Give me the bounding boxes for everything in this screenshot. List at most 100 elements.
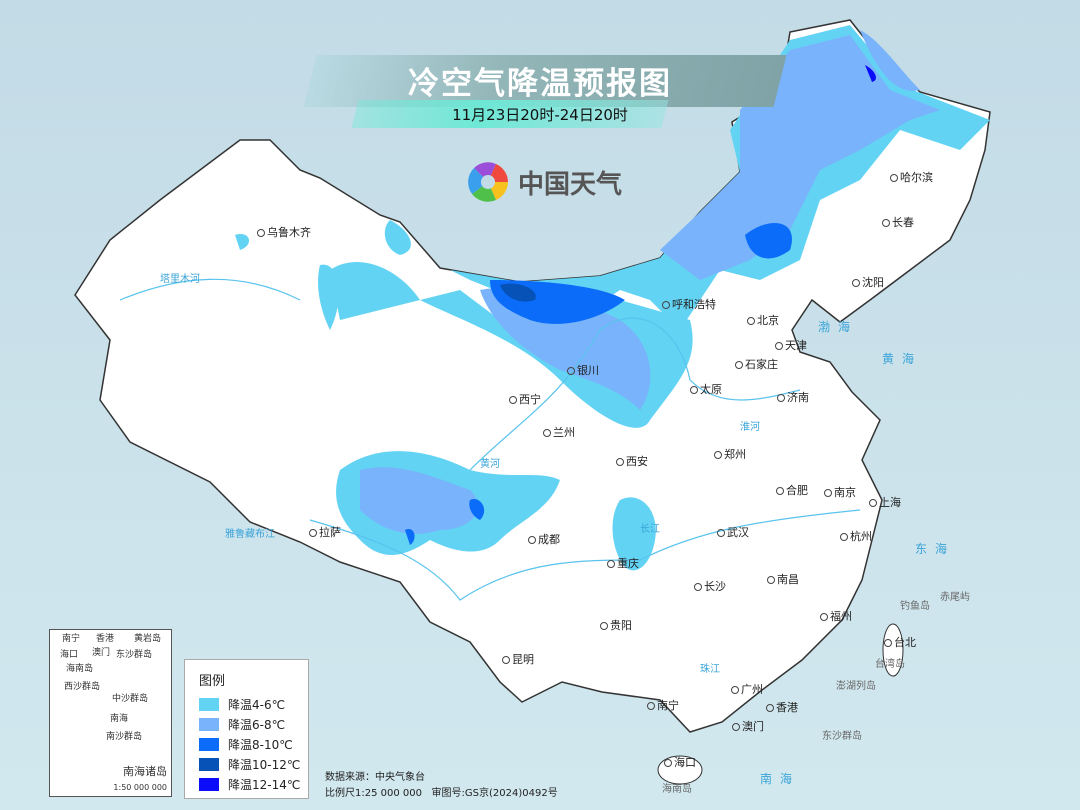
city-name: 昆明 xyxy=(512,653,534,666)
city-name: 合肥 xyxy=(786,484,808,497)
legend-title: 图例 xyxy=(199,674,226,689)
legend-label: 降温10-12℃ xyxy=(228,758,301,772)
map-title: 冷空气降温预报图 xyxy=(408,66,672,102)
island-label: 钓鱼岛 xyxy=(900,601,930,612)
river-yellow xyxy=(469,317,801,471)
city-marker-icon xyxy=(732,723,740,731)
city-label: 长春 xyxy=(880,214,914,230)
cooling-zone-level-2 xyxy=(660,35,940,280)
city-label: 太原 xyxy=(688,381,722,397)
legend-swatch xyxy=(199,778,219,791)
city-label: 贵阳 xyxy=(598,617,632,633)
city-label: 杭州 xyxy=(838,528,872,544)
city-marker-icon xyxy=(884,639,892,647)
city-marker-icon xyxy=(890,174,898,182)
river-label: 淮河 xyxy=(740,422,760,433)
city-name: 南京 xyxy=(834,486,856,499)
cooling-zone-level-5 xyxy=(865,65,876,82)
city-name: 贵阳 xyxy=(610,619,632,632)
city-marker-icon xyxy=(767,576,775,584)
inset-label: 西沙群岛 xyxy=(64,682,101,692)
city-name: 澳门 xyxy=(742,720,764,733)
city-label: 乌鲁木齐 xyxy=(255,224,311,240)
inset-title: 南海诸岛 xyxy=(123,765,167,778)
city-name: 南昌 xyxy=(777,573,799,586)
cooling-zone-level-3 xyxy=(405,528,415,545)
city-marker-icon xyxy=(717,529,725,537)
city-label: 西宁 xyxy=(507,391,541,407)
city-name: 哈尔滨 xyxy=(900,171,933,184)
legend-label: 降温8-10℃ xyxy=(228,738,293,752)
city-label: 沈阳 xyxy=(850,274,884,290)
inset-label: 南宁 xyxy=(62,634,81,644)
inset-label: 香港 xyxy=(96,634,115,644)
city-name: 武汉 xyxy=(727,526,749,539)
city-name: 西宁 xyxy=(519,393,541,406)
city-name: 海口 xyxy=(674,756,696,769)
cooling-zone-level-1 xyxy=(235,233,250,250)
city-marker-icon xyxy=(714,451,722,459)
city-name: 拉萨 xyxy=(319,526,341,539)
inset-label: 黄岩岛 xyxy=(134,634,162,644)
city-label: 长沙 xyxy=(692,578,726,594)
data-source: 数据来源：中央气象台 xyxy=(325,772,425,783)
pinwheel-logo-icon xyxy=(468,162,508,202)
city-label: 成都 xyxy=(526,531,560,547)
city-label: 天津 xyxy=(773,337,807,353)
city-label: 福州 xyxy=(818,608,852,624)
river-yangtze xyxy=(309,509,861,601)
footer: 数据来源：中央气象台 比例尺1:25 000 000 审图号:GS京(2024)… xyxy=(325,770,558,802)
inset-label: 南海 xyxy=(110,714,129,724)
city-marker-icon xyxy=(766,704,774,712)
city-marker-icon xyxy=(647,702,655,710)
sea-label: 南海 xyxy=(760,772,801,786)
city-name: 重庆 xyxy=(617,557,639,570)
city-label: 郑州 xyxy=(712,446,746,462)
city-name: 呼和浩特 xyxy=(672,298,716,311)
city-marker-icon xyxy=(309,529,317,537)
city-label: 哈尔滨 xyxy=(888,169,933,185)
city-label: 兰州 xyxy=(541,424,575,440)
city-label: 石家庄 xyxy=(733,356,778,372)
city-name: 香港 xyxy=(776,701,798,714)
city-name: 太原 xyxy=(700,383,722,396)
legend-swatch xyxy=(199,758,219,771)
legend-label: 降温6-8℃ xyxy=(228,718,286,732)
taiwan-island xyxy=(882,623,904,677)
city-marker-icon xyxy=(882,219,890,227)
city-marker-icon xyxy=(690,386,698,394)
city-marker-icon xyxy=(735,361,743,369)
city-marker-icon xyxy=(840,533,848,541)
city-marker-icon xyxy=(616,458,624,466)
city-name: 西安 xyxy=(626,455,648,468)
city-name: 北京 xyxy=(757,314,779,327)
island-label: 东沙群岛 xyxy=(822,731,862,742)
inset-label: 澳门 xyxy=(92,648,111,658)
inset-label: 海口 xyxy=(60,650,79,660)
city-marker-icon xyxy=(662,301,670,309)
cooling-zone-level-1 xyxy=(330,261,693,428)
island-label: 海南岛 xyxy=(662,784,692,795)
city-marker-icon xyxy=(543,429,551,437)
inset-label: 东沙群岛 xyxy=(116,650,153,660)
city-name: 银川 xyxy=(577,364,599,377)
island-label: 台湾岛 xyxy=(875,659,905,670)
legend-swatch xyxy=(199,718,219,731)
cooling-zone-level-1 xyxy=(318,264,339,330)
city-marker-icon xyxy=(777,394,785,402)
city-name: 台北 xyxy=(894,636,916,649)
city-label: 南昌 xyxy=(765,571,799,587)
sea-label: 黄海 xyxy=(882,352,923,366)
city-marker-icon xyxy=(600,622,608,630)
legend-swatch xyxy=(199,738,219,751)
city-label: 重庆 xyxy=(605,555,639,571)
city-marker-icon xyxy=(509,396,517,404)
city-name: 乌鲁木齐 xyxy=(267,226,311,239)
city-marker-icon xyxy=(775,342,783,350)
cooling-zone-level-3 xyxy=(745,223,792,259)
city-name: 福州 xyxy=(830,610,852,623)
city-name: 天津 xyxy=(785,339,807,352)
city-marker-icon xyxy=(257,229,265,237)
cooling-zone-level-2 xyxy=(480,287,651,410)
